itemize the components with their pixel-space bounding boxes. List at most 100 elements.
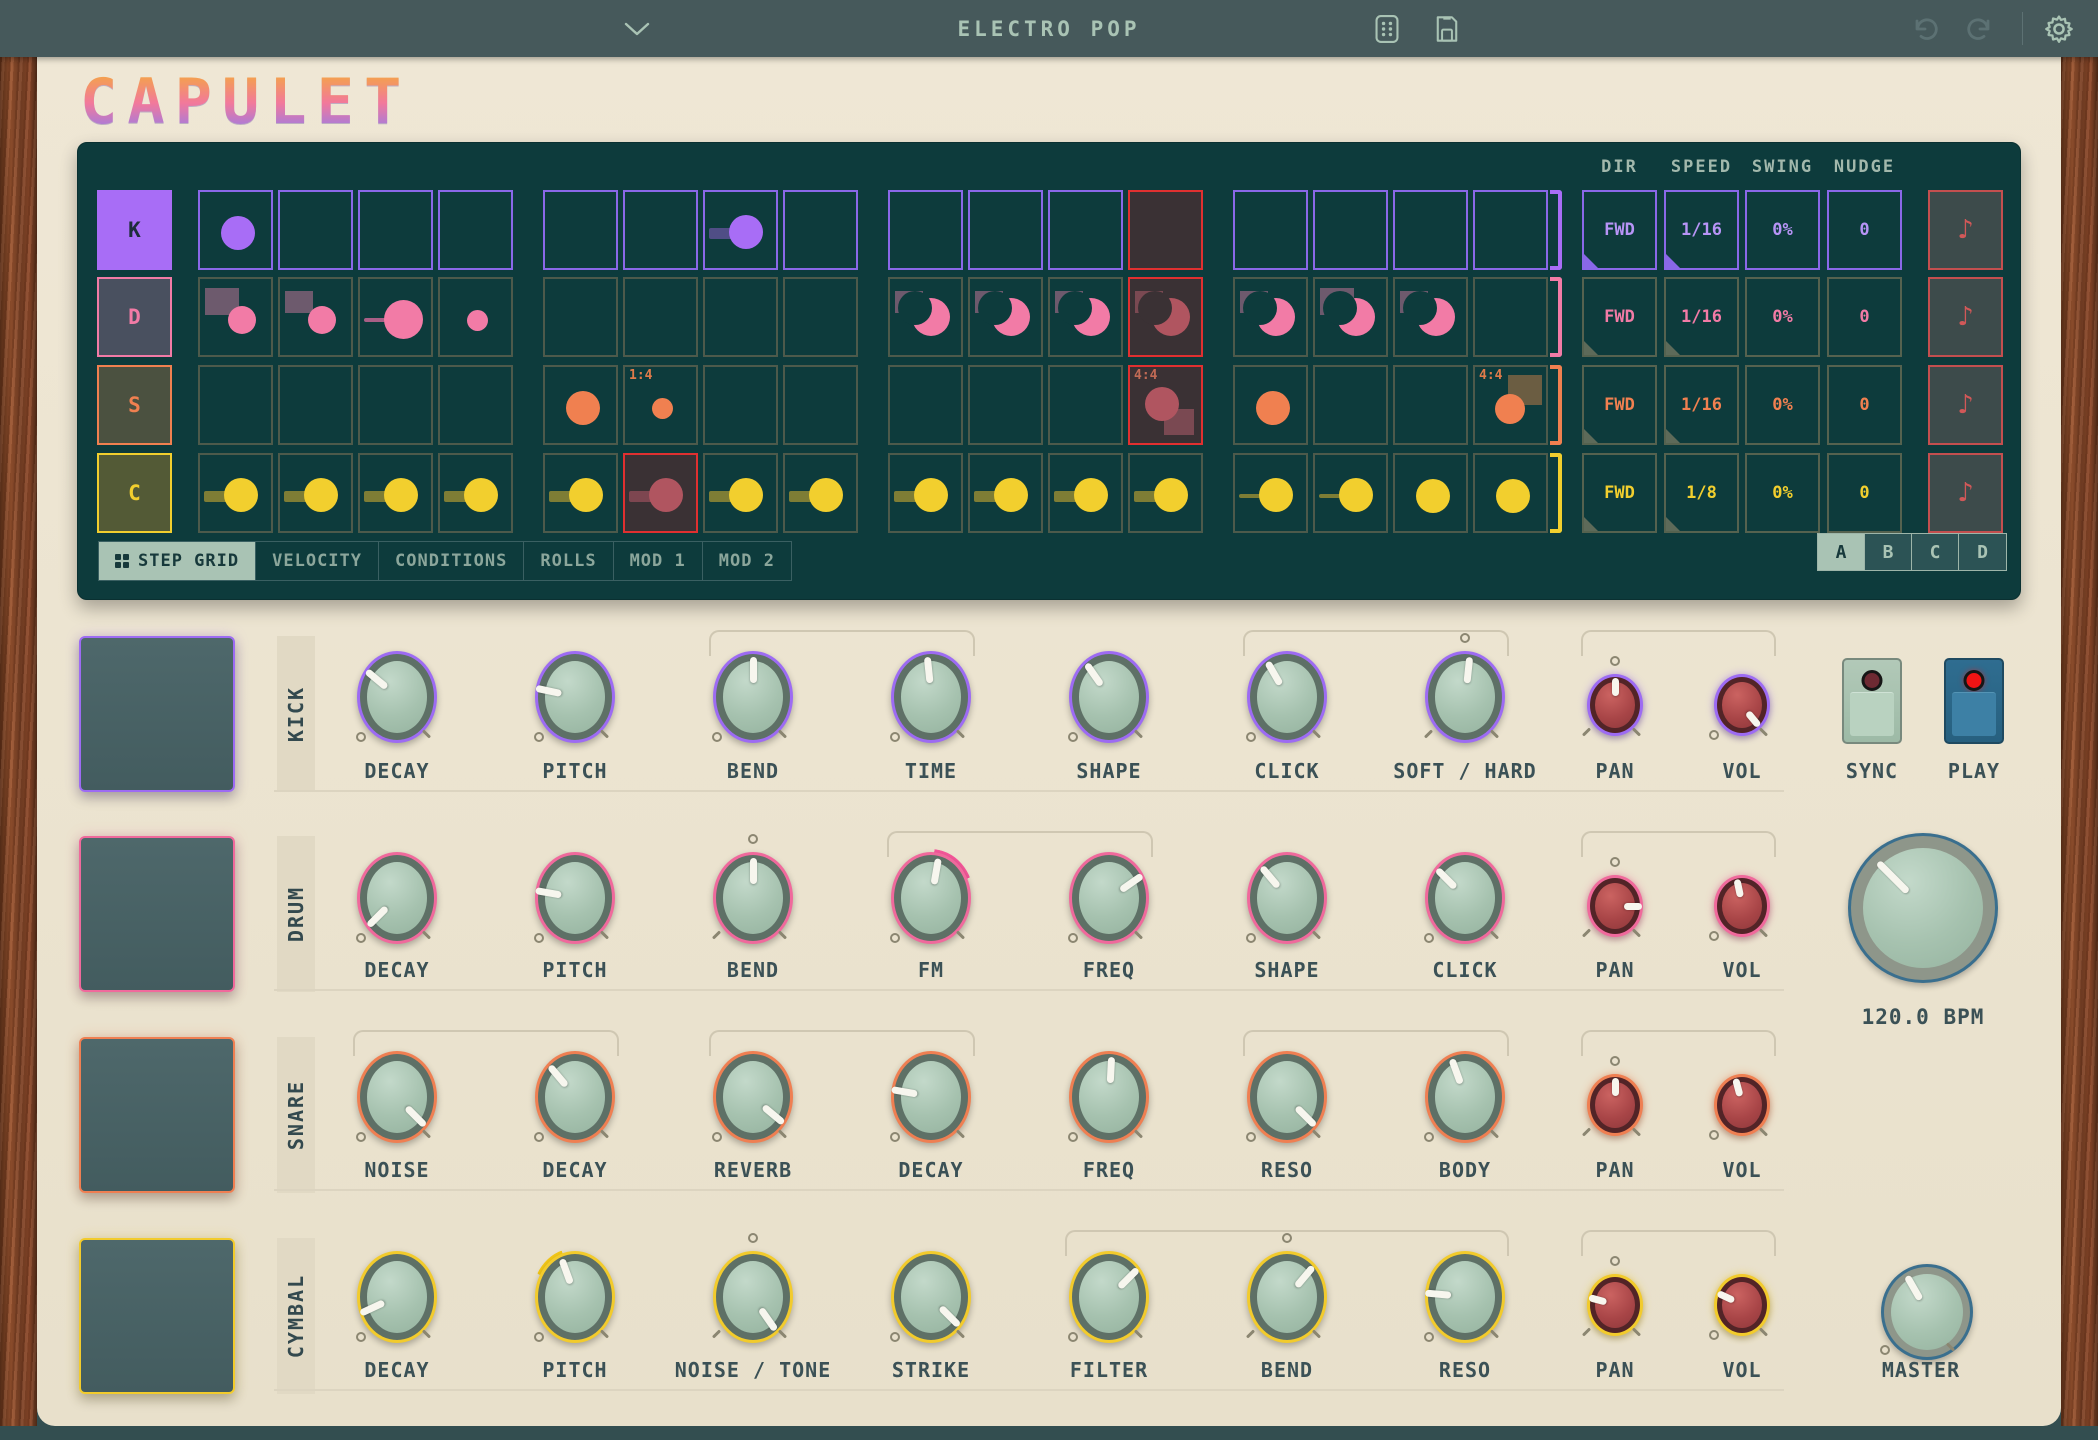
settings-gear-icon[interactable] [2042, 12, 2076, 46]
step-cell-c-8[interactable] [783, 453, 858, 533]
step-cell-d-4[interactable] [438, 277, 513, 357]
knob-snare-body[interactable] [1423, 1051, 1505, 1143]
step-cell-c-15[interactable] [1393, 453, 1468, 533]
trigger-pad-cymbal[interactable] [79, 1238, 235, 1394]
knob-kick-soft-hard[interactable] [1423, 633, 1505, 743]
knob-cymbal-filter[interactable] [1067, 1251, 1149, 1343]
step-cell-s-12[interactable]: 4:4 [1128, 365, 1203, 445]
knob-drum-freq[interactable] [1067, 852, 1149, 944]
note-mode-button-c[interactable]: ♪ [1928, 453, 2003, 533]
step-cell-k-4[interactable] [438, 190, 513, 270]
value-cell-speed-s[interactable]: 1/16 [1664, 365, 1739, 445]
knob-snare-noise[interactable] [355, 1051, 437, 1143]
track-button-c[interactable]: C [97, 453, 172, 533]
value-cell-swing-k[interactable]: 0% [1745, 190, 1820, 270]
knob-kick-decay[interactable] [355, 651, 437, 743]
tab-step-grid[interactable]: STEP GRID [99, 542, 257, 580]
value-cell-nudge-k[interactable]: 0 [1827, 190, 1902, 270]
value-cell-swing-d[interactable]: 0% [1745, 277, 1820, 357]
step-cell-k-1[interactable] [198, 190, 273, 270]
step-cell-c-1[interactable] [198, 453, 273, 533]
knob-drum-vol[interactable] [1709, 875, 1770, 941]
value-cell-nudge-c[interactable]: 0 [1827, 453, 1902, 533]
page-button-c[interactable]: C [1912, 534, 1959, 570]
step-cell-c-11[interactable] [1048, 453, 1123, 533]
step-cell-k-14[interactable] [1313, 190, 1388, 270]
value-cell-swing-c[interactable]: 0% [1745, 453, 1820, 533]
value-cell-dir-k[interactable]: FWD [1582, 190, 1657, 270]
step-cell-c-2[interactable] [278, 453, 353, 533]
knob-kick-time[interactable] [889, 651, 971, 743]
track-button-k[interactable]: K [97, 190, 172, 270]
note-mode-button-s[interactable]: ♪ [1928, 365, 2003, 445]
knob-drum-decay[interactable] [355, 852, 437, 944]
knob-cymbal-pitch[interactable] [532, 1248, 618, 1346]
tab-velocity[interactable]: VELOCITY [256, 542, 380, 580]
step-cell-d-8[interactable] [783, 277, 858, 357]
step-cell-d-7[interactable] [703, 277, 778, 357]
trigger-pad-snare[interactable] [79, 1037, 235, 1193]
step-cell-s-4[interactable] [438, 365, 513, 445]
step-cell-c-3[interactable] [358, 453, 433, 533]
step-cell-k-10[interactable] [968, 190, 1043, 270]
value-cell-nudge-d[interactable]: 0 [1827, 277, 1902, 357]
step-cell-d-14[interactable] [1313, 277, 1388, 357]
step-cell-d-13[interactable] [1233, 277, 1308, 357]
step-cell-k-3[interactable] [358, 190, 433, 270]
page-button-a[interactable]: A [1818, 534, 1865, 570]
undo-icon[interactable] [1908, 13, 1942, 45]
step-cell-s-16[interactable]: 4:4 [1473, 365, 1548, 445]
preset-title[interactable]: ELECTRO POP [957, 16, 1141, 41]
step-cell-d-3[interactable] [358, 277, 433, 357]
value-cell-nudge-s[interactable]: 0 [1827, 365, 1902, 445]
page-button-d[interactable]: D [1959, 534, 2006, 570]
value-cell-dir-d[interactable]: FWD [1582, 277, 1657, 357]
step-cell-c-5[interactable] [543, 453, 618, 533]
tab-mod-1[interactable]: MOD 1 [614, 542, 703, 580]
knob-snare-decay[interactable] [533, 1051, 615, 1143]
tab-conditions[interactable]: CONDITIONS [379, 542, 525, 580]
knob-cymbal-noise-tone[interactable] [711, 1233, 793, 1343]
step-cell-d-16[interactable] [1473, 277, 1548, 357]
step-cell-s-2[interactable] [278, 365, 353, 445]
knob-kick-pitch[interactable] [533, 651, 615, 743]
step-cell-s-11[interactable] [1048, 365, 1123, 445]
knob-drum-fm[interactable] [888, 849, 974, 947]
value-cell-dir-s[interactable]: FWD [1582, 365, 1657, 445]
knob-cymbal-decay[interactable] [355, 1251, 437, 1343]
step-cell-s-1[interactable] [198, 365, 273, 445]
step-cell-d-5[interactable] [543, 277, 618, 357]
step-cell-c-14[interactable] [1313, 453, 1388, 533]
knob-drum-pan[interactable] [1582, 857, 1643, 938]
step-cell-c-6[interactable] [623, 453, 698, 533]
step-cell-k-13[interactable] [1233, 190, 1308, 270]
step-cell-d-12[interactable] [1128, 277, 1203, 357]
step-cell-c-13[interactable] [1233, 453, 1308, 533]
save-icon[interactable] [1432, 13, 1462, 45]
step-cell-k-2[interactable] [278, 190, 353, 270]
knob-kick-bend[interactable] [711, 651, 793, 743]
step-cell-k-12[interactable] [1128, 190, 1203, 270]
knob-snare-reso[interactable] [1245, 1051, 1327, 1143]
track-button-d[interactable]: D [97, 277, 172, 357]
knob-kick-shape[interactable] [1067, 651, 1149, 743]
step-cell-d-9[interactable] [888, 277, 963, 357]
knob-snare-freq[interactable] [1067, 1051, 1149, 1143]
step-cell-k-16[interactable] [1473, 190, 1548, 270]
track-button-s[interactable]: S [97, 365, 172, 445]
knob-drum-bend[interactable] [711, 834, 793, 944]
knob-snare-pan[interactable] [1582, 1056, 1643, 1137]
step-cell-s-14[interactable] [1313, 365, 1388, 445]
knob-cymbal-strike[interactable] [889, 1251, 971, 1343]
step-cell-d-10[interactable] [968, 277, 1043, 357]
knob-cymbal-bend[interactable] [1245, 1233, 1327, 1343]
step-cell-k-11[interactable] [1048, 190, 1123, 270]
sync-button[interactable] [1842, 658, 1902, 744]
step-cell-d-2[interactable] [278, 277, 353, 357]
master-knob[interactable] [1879, 1264, 1973, 1360]
step-cell-c-10[interactable] [968, 453, 1043, 533]
step-cell-k-6[interactable] [623, 190, 698, 270]
step-cell-s-10[interactable] [968, 365, 1043, 445]
play-button[interactable] [1944, 658, 2004, 744]
step-cell-s-8[interactable] [783, 365, 858, 445]
